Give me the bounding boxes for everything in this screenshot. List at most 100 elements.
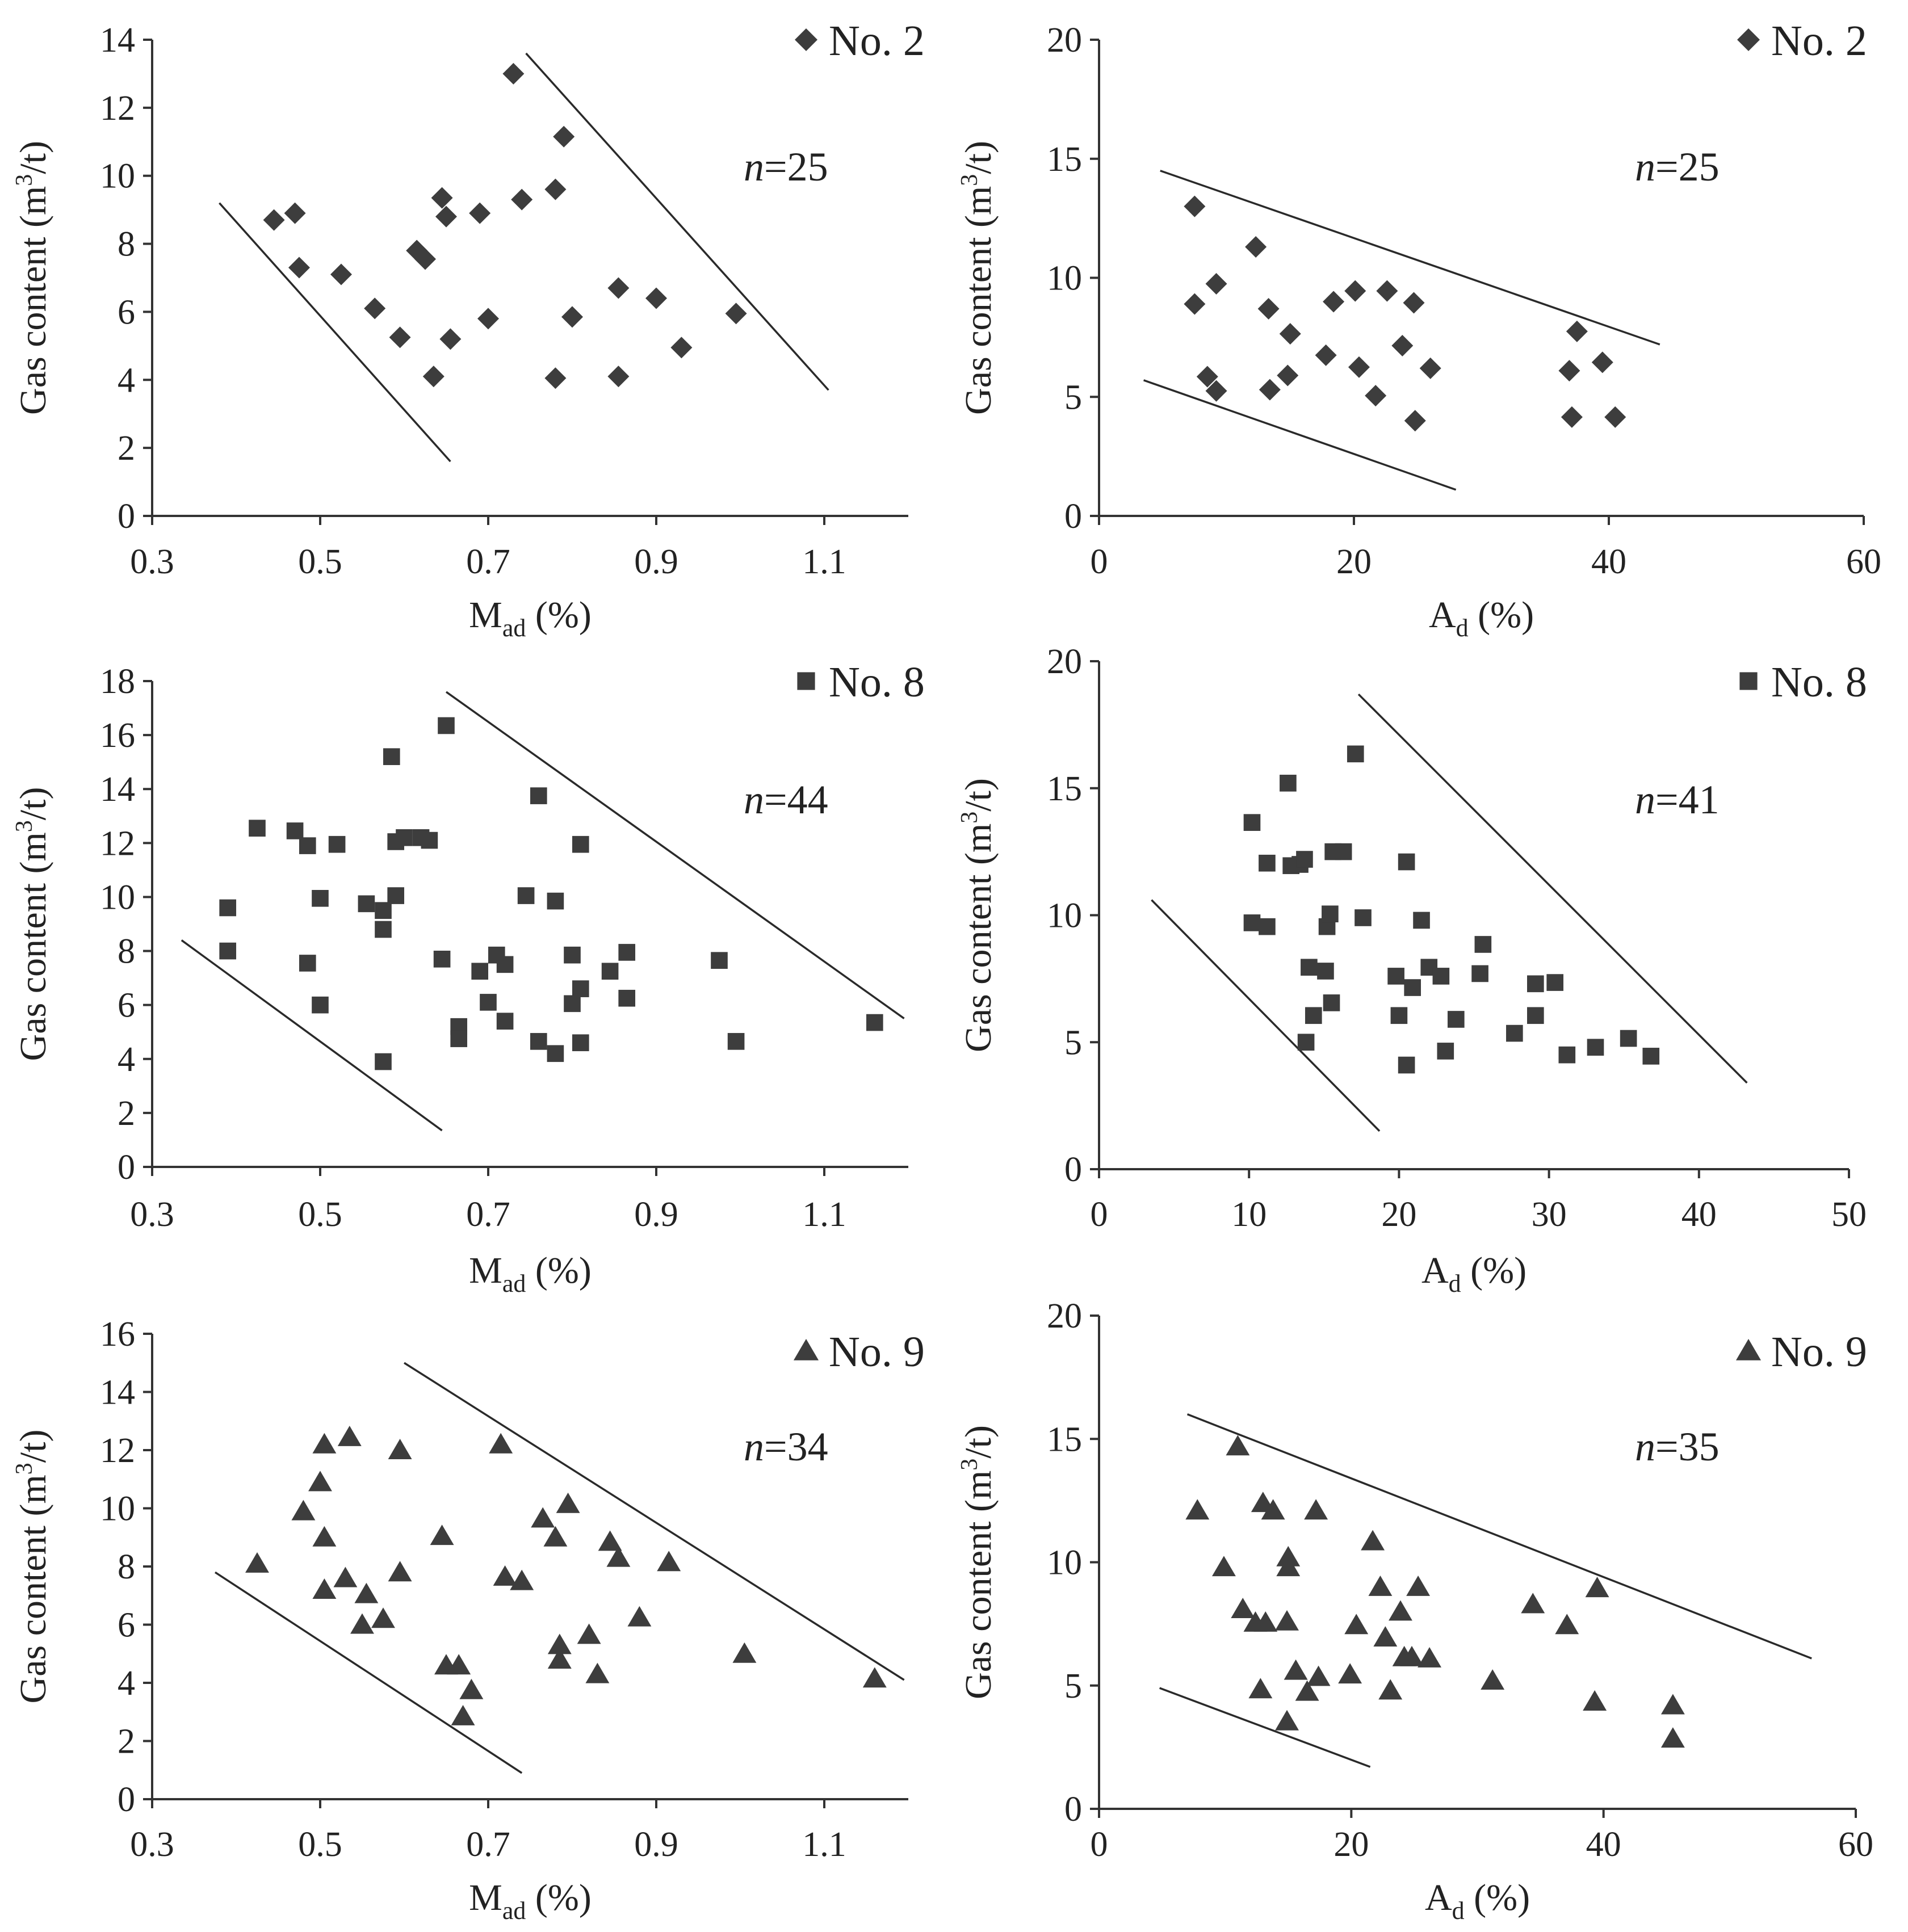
data-point-square <box>572 1034 589 1052</box>
data-point-diamond <box>431 187 453 209</box>
data-point-square <box>1474 936 1492 953</box>
data-point-triangle <box>1406 1576 1431 1596</box>
x-tick-label: 0.9 <box>634 543 678 581</box>
trend-line <box>1357 693 1748 1084</box>
data-point-triangle <box>543 1526 568 1547</box>
y-axis-title-superscript: 3 <box>11 174 37 186</box>
data-point-square <box>572 835 589 853</box>
trend-line <box>181 939 443 1132</box>
data-point-diamond <box>477 308 499 330</box>
data-point-triangle <box>1231 1598 1255 1619</box>
data-point-diamond <box>435 205 457 228</box>
data-point-triangle <box>333 1566 358 1587</box>
y-tick-label: 15 <box>1047 1420 1082 1459</box>
x-tick-label: 0.9 <box>634 1825 678 1864</box>
data-point-square <box>328 835 346 853</box>
y-axis-title-main: Gas content (m <box>958 186 999 415</box>
scatter-panel-4: 0 5 10 15 20 0 10 20 30 40 50 Ad (%) Gas content (m3… <box>957 642 1867 1297</box>
data-point-square <box>1404 979 1421 996</box>
y-axis-title-unit: /t) <box>958 141 999 174</box>
x-tick-label: 0 <box>1091 1825 1108 1864</box>
y-tick-label: 12 <box>100 89 135 128</box>
x-tick-label: 40 <box>1681 1195 1717 1234</box>
y-tick-label: 0 <box>118 1780 135 1819</box>
data-point-triangle <box>1338 1663 1362 1684</box>
data-point-square <box>601 963 619 980</box>
data-point-square <box>496 1013 514 1030</box>
x-axis-title-subscript: ad <box>502 614 526 642</box>
sample-count-value: =34 <box>764 1424 828 1469</box>
x-tick-label: 0.7 <box>466 543 510 581</box>
x-axis-title-main: M <box>469 1250 502 1291</box>
x-tick-label: 1.1 <box>802 543 846 581</box>
data-point-triangle <box>1306 1665 1331 1686</box>
sample-count-label: n=35 <box>1635 1424 1720 1469</box>
data-point-diamond <box>1376 280 1398 302</box>
y-tick-label: 12 <box>100 1431 135 1470</box>
data-point-square <box>1506 1024 1523 1042</box>
data-point-diamond <box>1205 272 1227 295</box>
data-point-triangle <box>627 1606 652 1627</box>
data-point-triangle <box>1583 1690 1607 1711</box>
data-point-diamond <box>1591 351 1613 373</box>
y-axis-title-unit: /t) <box>12 1430 54 1463</box>
y-tick-label: 15 <box>1047 140 1082 179</box>
data-point-triangle <box>245 1552 269 1573</box>
data-point-square <box>471 963 489 980</box>
trend-line <box>1159 1687 1371 1768</box>
x-tick-label: 0.9 <box>634 1195 678 1234</box>
trend-line <box>1151 899 1381 1132</box>
x-axis-title: Ad (%) <box>1425 1877 1530 1925</box>
y-axis-title-main: Gas content (m <box>958 824 999 1052</box>
data-point-square <box>1642 1048 1660 1065</box>
y-axis-title-superscript: 3 <box>11 1463 37 1475</box>
data-point-triangle <box>312 1526 337 1547</box>
data-point-diamond <box>645 287 667 309</box>
y-axis-title: Gas content (m3/t) <box>957 778 999 1052</box>
data-point-triangle <box>1344 1614 1369 1635</box>
data-point-diamond <box>284 202 306 224</box>
data-point-diamond <box>1279 323 1301 345</box>
x-axis-title-subscript: d <box>1449 1270 1461 1297</box>
data-point-square <box>564 946 581 964</box>
data-point-diamond <box>1566 320 1588 342</box>
data-point-triangle <box>337 1425 362 1446</box>
y-tick-label: 6 <box>118 986 135 1025</box>
data-point-diamond <box>1245 236 1267 258</box>
data-point-square <box>564 995 581 1013</box>
x-tick-label: 0.5 <box>298 1825 342 1864</box>
x-axis-title: Ad (%) <box>1429 594 1534 642</box>
data-point-square <box>547 1045 564 1062</box>
data-point-diamond <box>469 202 491 224</box>
data-point-square <box>1323 994 1340 1011</box>
x-axis-title-subscript: ad <box>502 1897 526 1925</box>
data-point-triangle <box>312 1433 337 1454</box>
legend-label: No. 9 <box>1771 1328 1867 1376</box>
data-point-square <box>1243 914 1261 931</box>
legend-marker-triangle <box>793 1339 819 1360</box>
data-point-square <box>375 1053 392 1070</box>
trend-line <box>404 1362 905 1681</box>
sample-count-n: n <box>1635 144 1655 190</box>
data-point-diamond <box>1604 406 1626 428</box>
y-axis-title: Gas content (m3/t) <box>11 1430 54 1704</box>
data-point-diamond <box>389 326 411 348</box>
data-point-triangle <box>1185 1499 1210 1520</box>
data-point-square <box>1558 1046 1576 1064</box>
data-point-square <box>312 890 329 907</box>
data-point-square <box>618 944 636 961</box>
data-point-triangle <box>493 1565 517 1586</box>
y-axis-title: Gas content (m3/t) <box>957 1425 999 1699</box>
data-point-square <box>1432 968 1450 985</box>
data-point-diamond <box>1196 366 1218 388</box>
y-tick-label: 6 <box>118 1606 135 1645</box>
x-tick-label: 30 <box>1532 1195 1567 1234</box>
scatter-panel-5: 0 2 4 6 8 10 12 14 16 0.3 0.5 0.7 0.9 1.1 Mad (%) Gas c… <box>11 1315 925 1925</box>
data-point-square <box>387 887 405 904</box>
y-tick-label: 2 <box>118 429 135 468</box>
data-point-square <box>727 1033 745 1050</box>
x-axis-title-unit: (%) <box>526 1877 591 1918</box>
data-point-square <box>1317 963 1334 980</box>
data-point-diamond <box>1184 195 1206 217</box>
